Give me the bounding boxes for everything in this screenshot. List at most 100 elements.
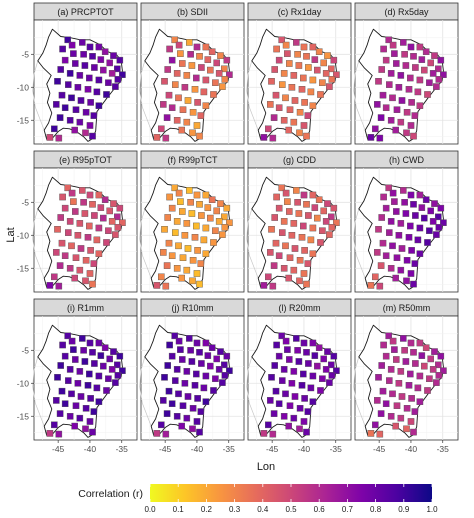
station-marker <box>275 252 283 260</box>
colorbar-tick-label: 0.0 <box>144 505 156 514</box>
station-marker <box>326 231 333 238</box>
station-marker <box>416 102 424 109</box>
station-marker <box>421 214 428 222</box>
facet-panel: (a) PRCPTOT <box>32 2 138 145</box>
station-marker <box>403 405 411 412</box>
station-marker <box>89 53 96 60</box>
station-marker <box>314 362 321 370</box>
station-marker <box>293 335 300 342</box>
station-marker <box>87 395 94 402</box>
station-marker <box>112 379 119 386</box>
context-outline <box>353 208 366 279</box>
station-marker <box>411 260 419 267</box>
station-marker <box>328 361 335 369</box>
station-marker <box>71 60 79 67</box>
station-marker <box>193 339 201 347</box>
station-marker <box>282 390 289 398</box>
station-marker <box>291 245 299 252</box>
station-marker <box>76 414 84 422</box>
station-marker <box>97 352 105 359</box>
facet-label: (h) CWD <box>389 155 424 165</box>
station-marker <box>328 372 336 379</box>
station-marker <box>78 187 86 194</box>
station-marker <box>393 254 401 262</box>
station-marker <box>282 41 290 49</box>
station-marker <box>171 36 179 44</box>
station-marker <box>217 348 224 355</box>
station-marker <box>284 198 291 205</box>
station-marker <box>223 56 231 64</box>
station-marker <box>217 52 224 59</box>
station-marker <box>99 214 107 222</box>
station-marker <box>407 43 415 51</box>
station-marker <box>285 422 293 430</box>
station-marker <box>395 380 403 387</box>
station-marker <box>101 48 109 55</box>
station-marker <box>178 60 186 67</box>
station-marker <box>168 56 176 64</box>
station-marker <box>68 189 76 197</box>
station-marker <box>183 368 191 375</box>
station-marker <box>286 254 294 262</box>
station-marker <box>272 239 280 247</box>
station-marker <box>372 421 379 429</box>
station-marker <box>291 393 299 400</box>
station-marker <box>89 200 96 208</box>
station-marker <box>181 231 189 239</box>
station-marker <box>215 366 223 373</box>
station-marker <box>54 374 61 381</box>
station-marker <box>113 65 121 73</box>
station-marker <box>418 56 426 63</box>
station-marker <box>57 66 64 73</box>
station-marker <box>108 70 116 77</box>
station-marker <box>416 224 424 232</box>
station-marker <box>379 91 387 99</box>
station-marker <box>119 71 126 78</box>
y-tick-label: -15 <box>17 115 30 125</box>
station-marker <box>278 184 286 192</box>
station-marker <box>220 361 228 369</box>
station-marker <box>116 204 124 212</box>
station-marker <box>296 277 303 285</box>
station-marker <box>410 53 417 60</box>
station-marker <box>301 99 308 106</box>
station-marker <box>187 51 194 58</box>
station-marker <box>418 352 426 359</box>
y-tick-label: -10 <box>17 82 30 92</box>
station-marker <box>378 214 386 221</box>
station-marker <box>56 410 64 417</box>
facet-label: (l) R20mm <box>279 303 321 313</box>
station-marker <box>304 408 312 415</box>
station-marker <box>410 349 417 356</box>
station-marker <box>392 126 400 134</box>
station-marker <box>315 48 323 55</box>
station-marker <box>311 56 319 63</box>
station-marker <box>333 367 340 375</box>
station-marker <box>71 422 78 430</box>
station-marker <box>164 214 172 221</box>
station-marker <box>380 193 387 201</box>
station-marker <box>61 400 69 408</box>
station-marker <box>178 274 186 282</box>
station-marker <box>397 118 405 126</box>
station-marker <box>164 66 172 73</box>
station-marker <box>108 218 116 225</box>
colorbar-tick-label: 0.4 <box>257 505 269 514</box>
x-tick-label: -45 <box>266 444 279 454</box>
station-marker <box>275 352 283 360</box>
context-outline <box>32 208 45 279</box>
station-marker <box>179 254 187 262</box>
station-marker <box>405 382 413 389</box>
facet-panel: (h) CWD <box>353 150 459 293</box>
station-marker <box>66 218 74 225</box>
station-marker <box>93 384 101 392</box>
station-marker <box>196 53 203 60</box>
station-marker <box>95 224 103 232</box>
station-marker <box>271 362 279 369</box>
station-marker <box>295 358 303 365</box>
station-marker <box>268 77 275 85</box>
station-marker <box>389 41 397 49</box>
station-marker <box>412 64 419 71</box>
station-marker <box>185 39 193 46</box>
station-marker <box>376 430 384 438</box>
